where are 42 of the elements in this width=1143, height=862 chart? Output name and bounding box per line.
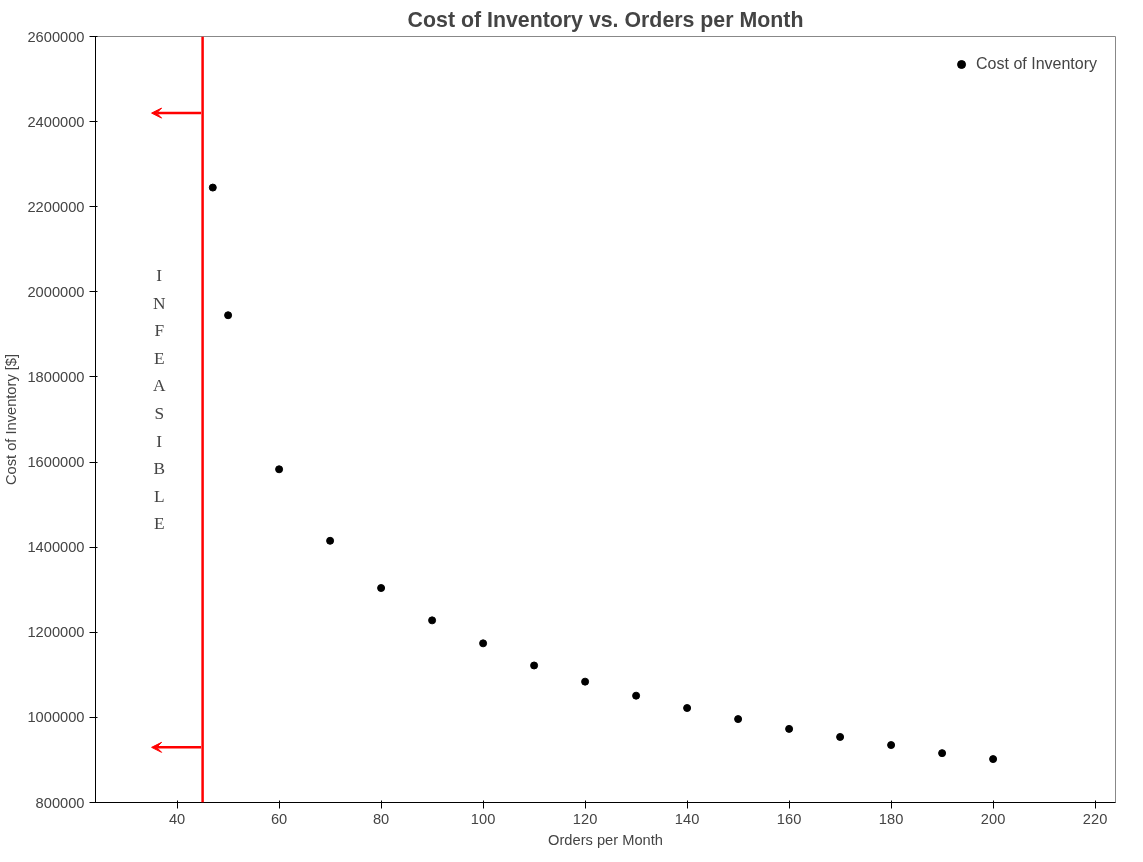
y-tick-label: 2200000 (27, 198, 85, 215)
x-tick-label: 160 (776, 810, 802, 827)
x-tick-label: 180 (878, 810, 904, 827)
point (632, 691, 641, 700)
point (938, 749, 947, 758)
x-tick-label: 200 (980, 810, 1006, 827)
y-tick-label: 2600000 (27, 28, 85, 45)
point (530, 661, 539, 670)
y-tick-label: 1600000 (27, 454, 85, 471)
point (581, 677, 590, 686)
text: INFEASIBLE (152, 266, 166, 534)
point (479, 639, 488, 648)
point (208, 183, 217, 192)
y-axis-title: Cost of Inventory [$] (3, 353, 20, 486)
legend-label: Cost of Inventory (976, 55, 1097, 73)
y-tick-label: 1200000 (27, 624, 85, 641)
x-tick-label: 60 (270, 810, 288, 827)
x-tick-label: 100 (470, 810, 496, 827)
x-axis-title: Orders per Month (548, 831, 663, 848)
y-tick-label: 2000000 (27, 283, 85, 300)
x-tick-label: 80 (372, 810, 390, 827)
point (428, 616, 437, 625)
y-tick-label: 1400000 (27, 539, 85, 556)
point (836, 732, 845, 741)
chart-title: Cost of Inventory vs. Orders per Month (407, 7, 804, 32)
y-tick-label: 2400000 (27, 113, 85, 130)
x-tick-label: 140 (674, 810, 700, 827)
y-tick-label: 1800000 (27, 368, 85, 385)
point (275, 465, 284, 474)
point (989, 755, 998, 764)
point (785, 724, 794, 733)
point (377, 584, 386, 593)
point (683, 704, 692, 713)
y-tick-label: 800000 (35, 794, 85, 811)
x-tick-label: 120 (572, 810, 598, 827)
point (887, 741, 896, 750)
point (224, 311, 233, 320)
x-tick-label: 220 (1082, 810, 1108, 827)
y-tick-label: 1000000 (27, 709, 85, 726)
point (326, 536, 335, 545)
point (734, 715, 743, 724)
x-tick-label: 40 (168, 810, 186, 827)
